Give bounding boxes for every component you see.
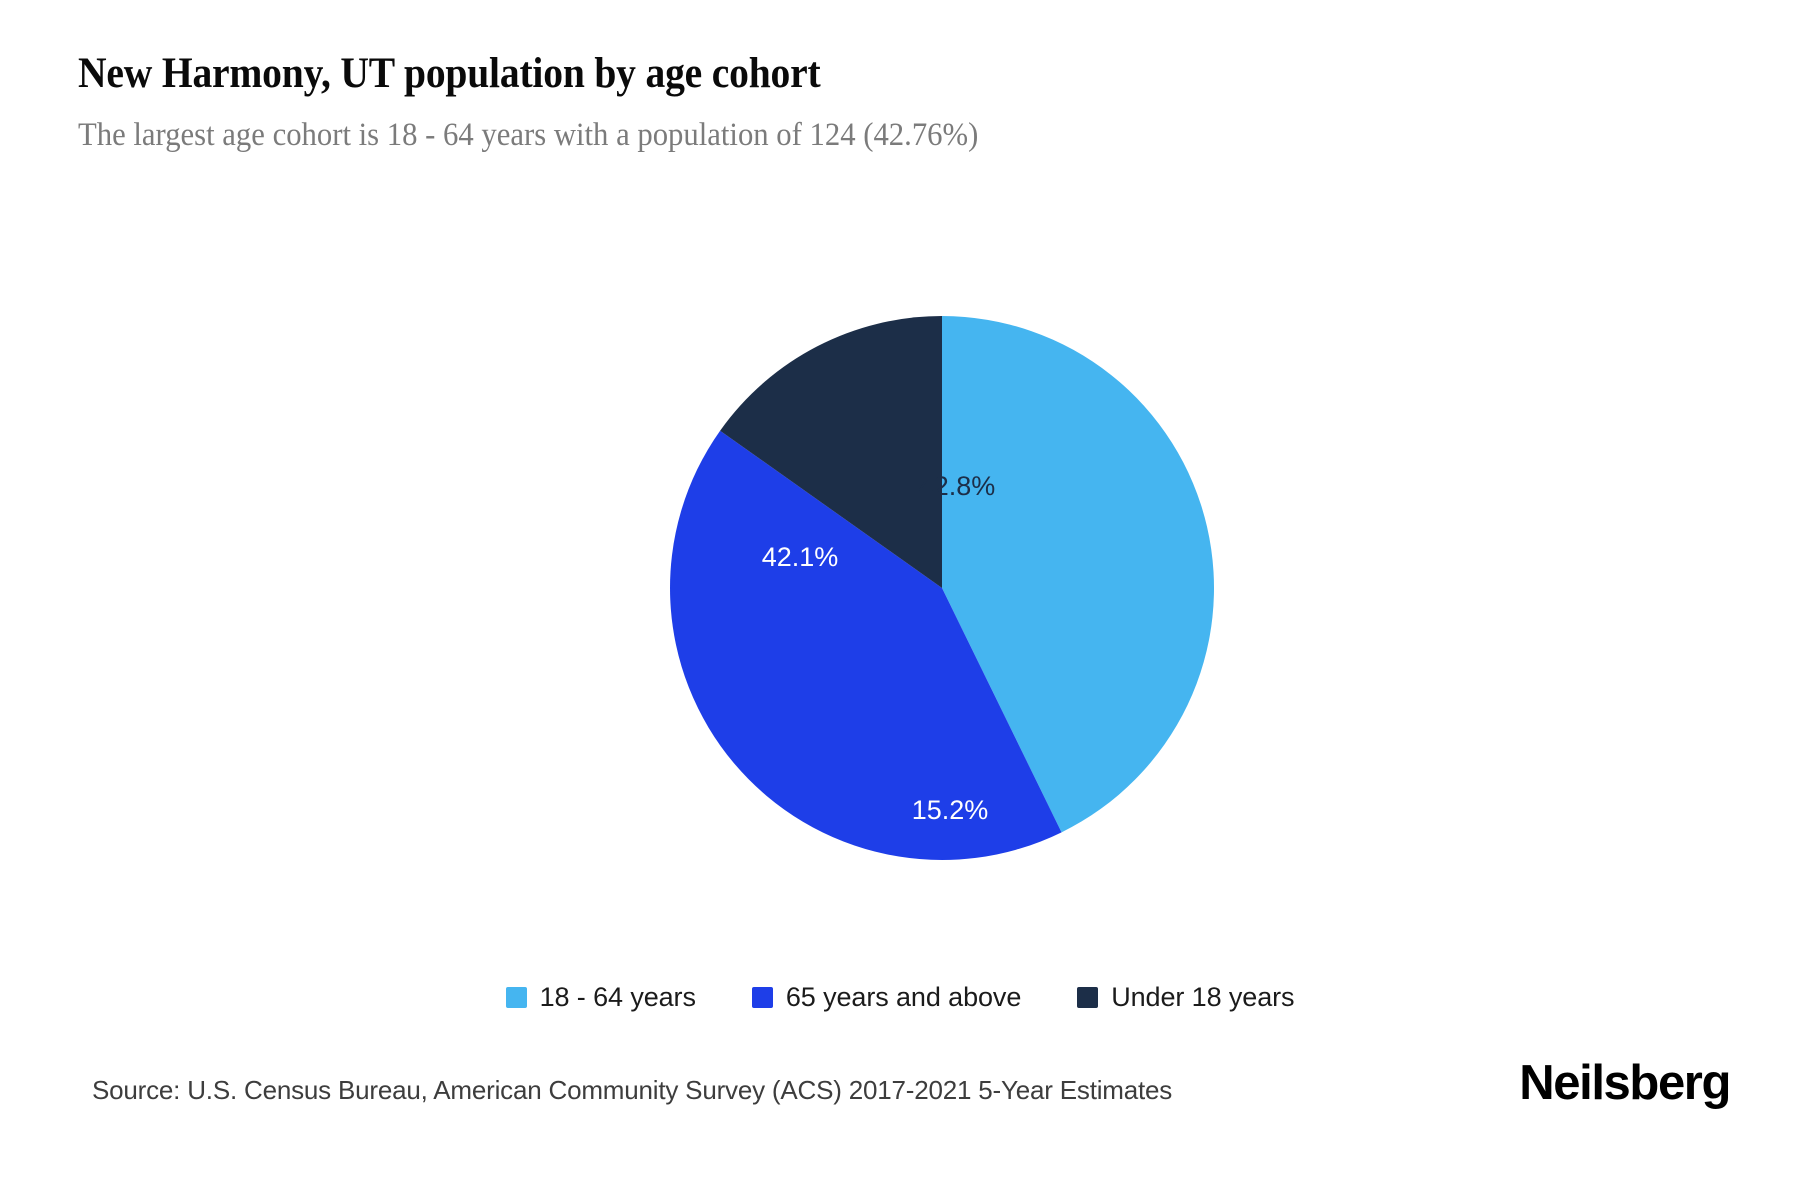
- pie-slice[interactable]: [720, 316, 942, 588]
- page-title: New Harmony, UT population by age cohort: [78, 50, 821, 97]
- brand-logo: Neilsberg: [1519, 1056, 1731, 1110]
- legend-item[interactable]: Under 18 years: [1077, 982, 1295, 1013]
- pie-label-group: 42.8% 42.1% 15.2%: [762, 471, 996, 825]
- legend-item[interactable]: 65 years and above: [751, 982, 1022, 1013]
- chart-header: New Harmony, UT population by age cohort…: [78, 48, 1578, 156]
- pie-slice-label: 42.8%: [919, 471, 996, 501]
- legend-swatch-icon: [1077, 987, 1099, 1008]
- legend-item-label: 65 years and above: [785, 982, 1022, 1012]
- pie-slice[interactable]: [942, 316, 1215, 833]
- legend-swatch-icon: [751, 987, 773, 1008]
- legend-swatch-icon: [505, 987, 527, 1008]
- source-note: Source: U.S. Census Bureau, American Com…: [92, 1075, 1173, 1105]
- legend-item-label: Under 18 years: [1111, 982, 1295, 1012]
- pie-slice[interactable]: [670, 430, 1062, 860]
- pie-slice-label: 42.1%: [762, 542, 839, 572]
- pie-slice-label: 15.2%: [912, 795, 989, 825]
- chart-legend: 18 - 64 years 65 years and above Under 18 …: [0, 982, 1800, 1013]
- legend-item[interactable]: 18 - 64 years: [505, 982, 696, 1013]
- chart-subtitle: The largest age cohort is 18 - 64 years …: [78, 117, 979, 153]
- legend-item-label: 18 - 64 years: [539, 982, 696, 1012]
- pie-slice-group: [670, 316, 1215, 860]
